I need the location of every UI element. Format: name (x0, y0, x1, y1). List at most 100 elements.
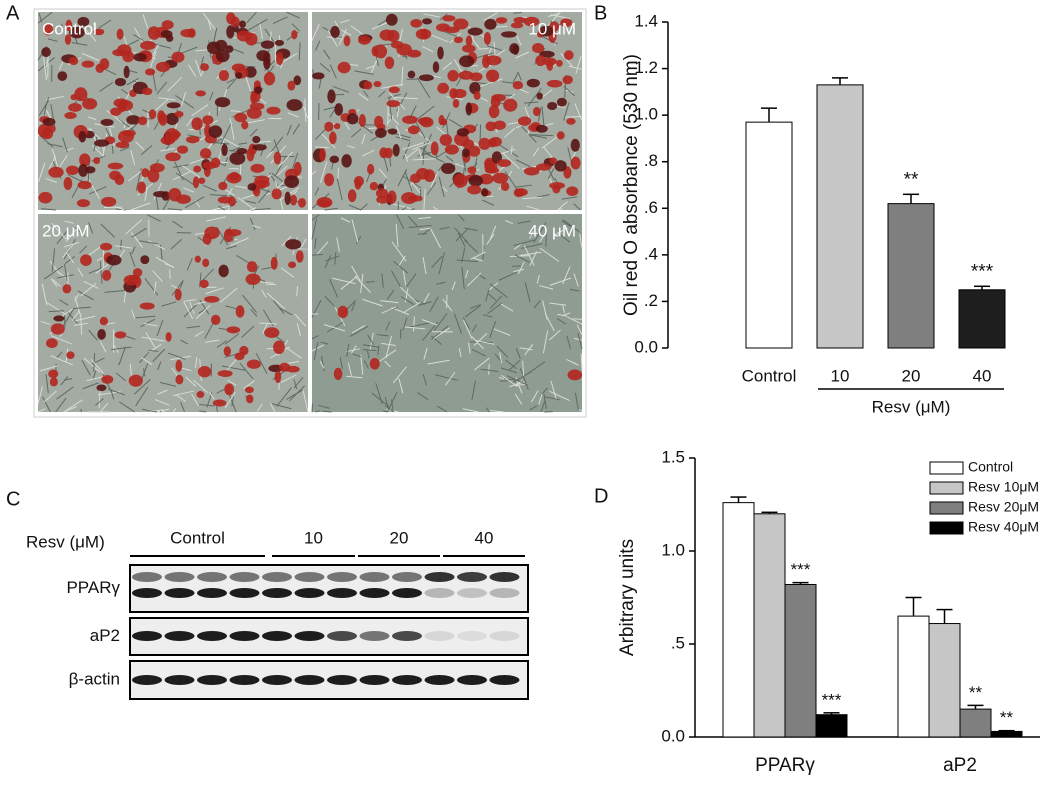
lipid-droplet (117, 29, 124, 40)
lipid-droplet (142, 88, 152, 95)
lipid-droplet (556, 60, 563, 67)
lipid-droplet (469, 175, 483, 186)
lipid-droplet (202, 259, 209, 267)
lipid-droplet (275, 40, 284, 46)
lipid-droplet (486, 69, 499, 82)
lipid-droplet (167, 102, 181, 108)
lipid-droplet (191, 117, 202, 130)
lipid-droplet (447, 70, 458, 81)
cell-fiber (312, 255, 323, 256)
x-tick-label: 20 (902, 366, 921, 385)
lipid-droplet (221, 144, 228, 156)
blot-band (360, 631, 390, 641)
lipid-droplet (481, 188, 488, 197)
lipid-droplet (172, 52, 185, 63)
lipid-droplet (374, 116, 383, 128)
lipid-droplet (64, 112, 76, 119)
lipid-droplet (419, 74, 434, 81)
lipid-droplet (467, 185, 481, 194)
lipid-droplet (63, 284, 72, 293)
cell-fiber (478, 48, 488, 49)
lipid-droplet (204, 226, 219, 239)
lipid-droplet (264, 72, 275, 86)
lipid-droplet (97, 329, 106, 340)
blot-band (197, 675, 227, 685)
lipid-droplet (354, 176, 364, 186)
lipid-droplet (48, 370, 58, 378)
lipid-droplet (252, 144, 267, 151)
lipid-droplet (437, 47, 443, 60)
lipid-droplet (195, 90, 206, 96)
lipid-droplet (200, 280, 209, 288)
y-tick-label: .5 (671, 633, 685, 652)
lipid-droplet (48, 167, 63, 178)
lipid-droplet (466, 35, 472, 46)
legend-label: Resv 40μM (968, 519, 1039, 535)
lipid-droplet (387, 30, 400, 42)
lipid-droplet (195, 256, 201, 263)
lipid-droplet (348, 189, 357, 202)
lipid-droplet (177, 145, 188, 153)
lipid-droplet (235, 352, 245, 360)
lipid-droplet (275, 371, 282, 383)
lipid-droplet (256, 50, 270, 61)
blot-band (392, 675, 422, 685)
lipid-droplet (379, 147, 388, 158)
lipid-droplet (437, 83, 449, 94)
lipid-droplet (271, 257, 278, 270)
lipid-droplet (401, 192, 417, 204)
lipid-droplet (64, 177, 73, 190)
lipid-droplet (264, 327, 279, 338)
lipid-droplet (288, 262, 296, 269)
blot-row-label: aP2 (90, 626, 120, 645)
lipid-droplet (491, 94, 506, 102)
blot-band (132, 588, 162, 598)
lipid-droplet (188, 28, 196, 38)
lipid-droplet (334, 123, 340, 129)
lipid-droplet (140, 41, 156, 50)
lipid-droplet (273, 340, 285, 354)
y-axis-label: Arbitrary units (617, 539, 638, 656)
lipid-droplet (374, 44, 387, 58)
significance-label: ** (904, 169, 919, 190)
lipid-droplet (493, 173, 509, 184)
lipid-droplet (370, 182, 379, 190)
lipid-droplet (347, 113, 359, 124)
lipid-droplet (535, 55, 545, 66)
bar (991, 731, 1022, 737)
blot-band (392, 588, 422, 598)
lipid-droplet (95, 64, 104, 73)
lipid-droplet (518, 116, 531, 126)
blot-band (132, 675, 162, 685)
lipid-droplet (261, 40, 274, 49)
bar (816, 715, 847, 737)
lipid-droplet (562, 75, 572, 84)
lipid-droplet (137, 182, 146, 194)
lipid-droplet (468, 28, 483, 36)
lipid-droplet (248, 183, 257, 191)
blot-row-label: PPARγ (66, 578, 120, 597)
lipid-droplet (161, 30, 173, 38)
blot-band (457, 675, 487, 685)
blot-group-label: 10 (304, 528, 323, 547)
lipid-droplet (110, 108, 121, 116)
blot-band (360, 572, 390, 582)
lipid-droplet (209, 125, 223, 137)
lipid-droplet (157, 110, 165, 122)
blot-band (457, 572, 487, 582)
lipid-droplet (216, 50, 230, 62)
lipid-droplet (387, 190, 396, 204)
lipid-droplet (463, 139, 474, 149)
bar (746, 122, 792, 348)
lipid-droplet (246, 274, 261, 285)
lipid-droplet (537, 93, 543, 100)
y-tick-label: .6 (644, 198, 658, 217)
lipid-droplet (68, 103, 82, 112)
blot-band (230, 675, 260, 685)
bar (723, 503, 754, 737)
cell-fiber (170, 270, 171, 279)
lipid-droplet (324, 173, 334, 186)
blot-band (425, 588, 455, 598)
lipid-droplet (337, 306, 348, 318)
